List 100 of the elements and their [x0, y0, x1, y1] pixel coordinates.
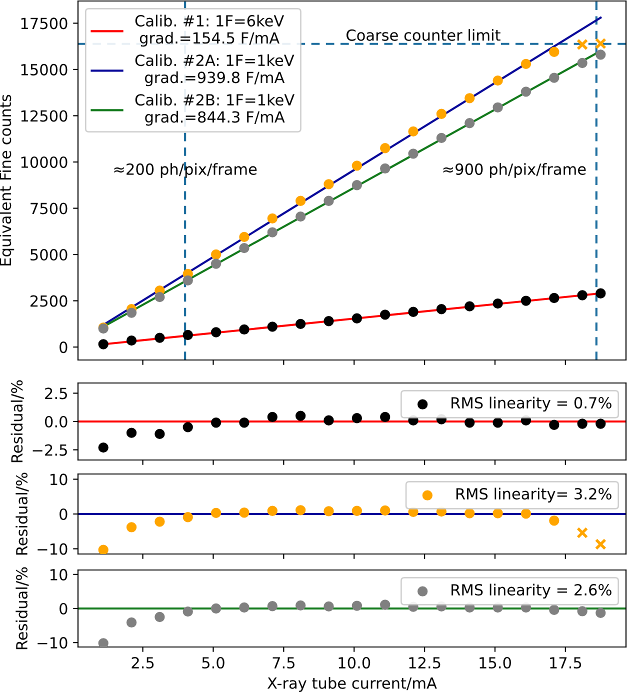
point — [577, 58, 588, 68]
point — [324, 179, 334, 190]
x-tick-label: 15.0 — [480, 656, 511, 669]
point — [295, 410, 306, 421]
y-tick-label: −10 — [38, 543, 68, 555]
point — [182, 330, 193, 340]
point — [352, 413, 362, 424]
x-tick-label: 12.5 — [409, 656, 440, 669]
point — [126, 308, 137, 318]
point — [126, 617, 137, 628]
point — [210, 603, 222, 614]
point — [549, 420, 560, 430]
point — [126, 335, 137, 346]
point — [126, 522, 137, 532]
point — [380, 143, 390, 154]
point — [154, 292, 165, 302]
legend-label: Calib. #1: 1F=6keV grad.=154.5 F/mA — [135, 14, 284, 47]
ref-line-label: ≈900 ph/pix/frame — [443, 163, 586, 178]
point — [352, 600, 362, 611]
point — [492, 75, 503, 86]
y-tick-label: 2500 — [30, 295, 68, 307]
point — [98, 339, 108, 350]
point — [239, 418, 250, 428]
y-axis-title: Residual/% — [10, 380, 24, 462]
y-tick-label: 12500 — [21, 110, 68, 122]
point — [239, 242, 250, 254]
point — [324, 196, 334, 206]
y-tick-label: 0 — [60, 602, 68, 615]
point — [324, 316, 334, 326]
point — [596, 50, 606, 60]
point — [324, 506, 334, 516]
point — [352, 506, 362, 516]
point — [576, 527, 588, 539]
point — [210, 258, 222, 269]
point — [126, 428, 137, 438]
point — [267, 322, 278, 332]
point — [154, 332, 165, 343]
point — [520, 508, 532, 519]
x-tick-label: 17.5 — [550, 657, 582, 669]
point — [239, 324, 250, 335]
point — [267, 506, 278, 516]
x-tick-label: 5.0 — [202, 656, 224, 669]
y-tick-label: 0 — [60, 342, 68, 354]
point — [549, 46, 560, 57]
point — [577, 606, 588, 616]
point — [210, 418, 222, 428]
point — [464, 301, 475, 312]
point — [182, 422, 193, 432]
point — [594, 538, 606, 550]
y-tick-label: 7500 — [30, 202, 68, 214]
point — [520, 58, 532, 70]
x-tick-label: 10.0 — [338, 656, 370, 669]
point — [549, 604, 560, 615]
point — [380, 310, 390, 320]
point — [464, 418, 475, 428]
point — [295, 600, 306, 611]
legend-label: RMS linearity = 2.6% — [452, 584, 612, 599]
point — [267, 412, 278, 422]
y-axis-title: Residual/% — [16, 567, 29, 650]
point — [239, 508, 250, 518]
point — [577, 290, 588, 300]
point — [98, 638, 108, 647]
point — [154, 428, 165, 440]
point — [267, 213, 278, 224]
y-tick-label: 2.5 — [45, 388, 67, 400]
point — [577, 418, 588, 429]
y-tick-label: 10 — [50, 568, 68, 580]
point — [154, 516, 165, 527]
point — [408, 148, 418, 159]
y-tick-label: 0 — [60, 508, 68, 520]
point — [380, 505, 390, 516]
legend-label: Calib. #2B: 1F=1keV grad.=844.3 F/mA — [135, 94, 295, 126]
point — [492, 102, 503, 112]
point — [549, 292, 560, 304]
y-tick-label: −2.5 — [32, 444, 67, 456]
point — [549, 72, 560, 83]
point — [295, 318, 306, 329]
point — [352, 180, 362, 190]
legend-label: Calib. #2A: 1F=1keV grad.=939.8 F/mA — [135, 54, 294, 86]
point — [436, 108, 447, 119]
y-tick-label: 0.0 — [44, 416, 68, 428]
point — [182, 606, 193, 617]
point — [98, 544, 108, 554]
point — [295, 505, 306, 516]
point — [267, 227, 278, 238]
point — [295, 212, 306, 222]
point — [210, 327, 222, 338]
x-axis-title: X-ray tube current/mA — [267, 677, 437, 692]
point — [380, 163, 390, 174]
point — [596, 418, 606, 429]
point — [210, 249, 222, 260]
point — [594, 38, 606, 50]
y-tick-label: −10 — [38, 637, 68, 649]
point — [492, 418, 503, 428]
legend-label: RMS linearity = 0.7% — [452, 396, 612, 412]
point — [596, 288, 606, 298]
point — [239, 232, 250, 242]
x-tick-label: 2.5 — [132, 656, 154, 669]
x-tick-label: 7.5 — [272, 657, 294, 669]
y-tick-label: 10 — [50, 474, 68, 486]
